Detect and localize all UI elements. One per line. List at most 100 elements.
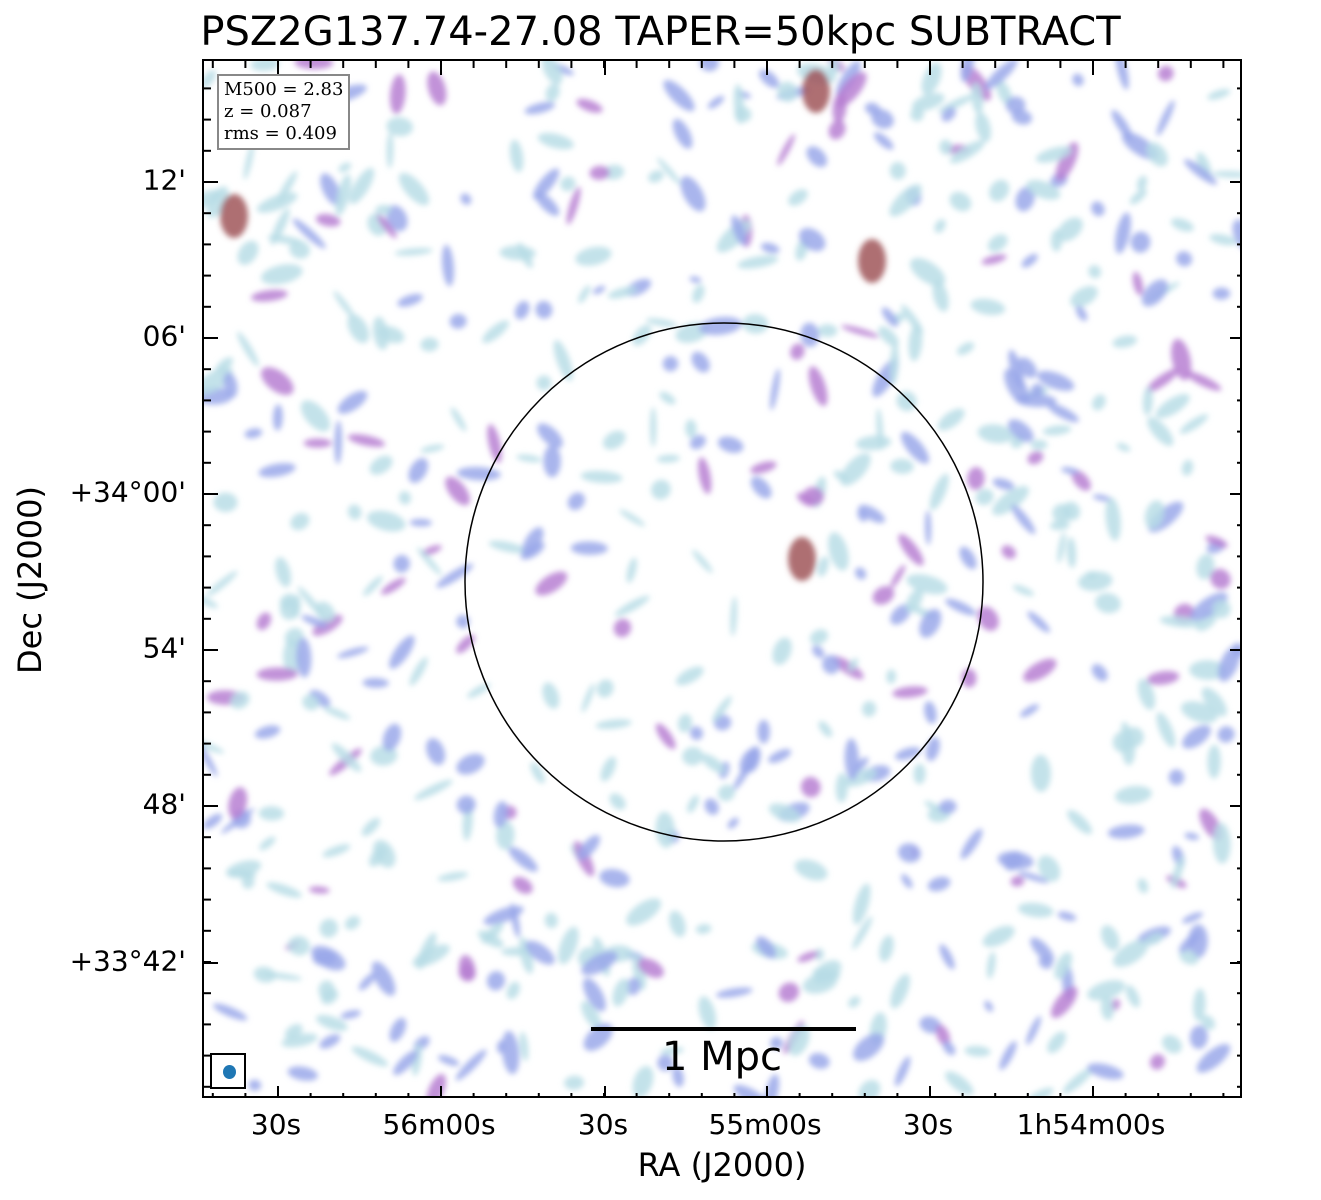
- emission-blob: [977, 606, 999, 631]
- emission-blob: [852, 883, 871, 925]
- emission-blob: [370, 745, 398, 766]
- emission-blob: [937, 94, 975, 113]
- emission-blob: [913, 763, 926, 785]
- emission-blob: [455, 1049, 487, 1081]
- emission-blob: [417, 932, 437, 970]
- emission-blob: [1113, 939, 1149, 967]
- emission-blob: [645, 318, 678, 328]
- emission-blob: [1072, 73, 1084, 87]
- emission-blob: [204, 737, 225, 754]
- emission-blob: [366, 510, 406, 532]
- bright-source: [220, 194, 248, 238]
- emission-blob: [386, 205, 408, 232]
- emission-blob: [1092, 394, 1106, 411]
- emission-blob: [567, 492, 586, 511]
- emission-blob: [742, 313, 769, 334]
- emission-blob: [1187, 924, 1208, 959]
- emission-blob: [1146, 142, 1168, 167]
- emission-blob: [397, 293, 423, 307]
- emission-blob: [1100, 996, 1114, 1021]
- emission-blob: [841, 325, 880, 338]
- emission-blob: [256, 612, 272, 631]
- emission-blob: [456, 466, 501, 481]
- emission-blob: [975, 112, 992, 143]
- emission-blob: [812, 645, 825, 658]
- emission-blob: [1182, 725, 1211, 749]
- emission-blob: [600, 756, 617, 782]
- emission-blob: [1067, 809, 1093, 835]
- emission-blob: [408, 458, 429, 483]
- emission-blob: [657, 1054, 674, 1072]
- emission-blob: [929, 473, 949, 511]
- emission-blob: [580, 470, 623, 484]
- emission-blob: [256, 192, 298, 213]
- emission-blob: [1019, 704, 1040, 718]
- emission-blob: [770, 1036, 783, 1050]
- emission-blob: [287, 1066, 318, 1081]
- emission-blob: [660, 1047, 685, 1055]
- emission-blob: [393, 1050, 418, 1076]
- emission-blob: [675, 666, 704, 686]
- emission-blob: [389, 74, 406, 115]
- emission-blob: [241, 873, 255, 889]
- emission-blob: [1012, 584, 1035, 596]
- emission-blob: [409, 656, 428, 686]
- emission-blob: [1212, 599, 1231, 619]
- emission-blob: [818, 721, 833, 738]
- emission-blob: [937, 408, 965, 431]
- emission-blob: [802, 486, 824, 506]
- emission-blob: [1171, 855, 1185, 889]
- emission-blob: [1030, 937, 1055, 963]
- emission-blob: [338, 162, 352, 173]
- emission-blob: [508, 846, 538, 872]
- emission-blob: [672, 118, 693, 149]
- emission-blob: [656, 454, 681, 463]
- emission-blob: [737, 255, 779, 269]
- emission-blob: [501, 947, 529, 956]
- emission-blob: [970, 298, 1006, 316]
- emission-blob: [1136, 175, 1148, 191]
- emission-blob: [1021, 253, 1038, 268]
- emission-blob: [535, 191, 560, 216]
- emission-blob: [288, 935, 310, 956]
- emission-blob: [949, 191, 972, 212]
- emission-blob: [960, 828, 983, 860]
- emission-blob: [939, 799, 957, 814]
- r500-circle: [464, 322, 984, 842]
- emission-blob: [1017, 871, 1049, 884]
- emission-blob: [879, 935, 894, 962]
- emission-blob: [536, 375, 552, 391]
- emission-blob: [692, 549, 713, 574]
- emission-blob: [254, 725, 281, 739]
- emission-blob: [510, 903, 521, 938]
- emission-blob: [421, 545, 442, 556]
- emission-blob: [1100, 925, 1120, 951]
- emission-blob: [215, 357, 234, 374]
- emission-blob: [204, 69, 216, 89]
- x-tick-label: 30s: [577, 1108, 629, 1141]
- emission-blob: [335, 174, 352, 216]
- emission-blob: [756, 936, 777, 959]
- emission-blob: [1212, 170, 1240, 178]
- emission-blob: [794, 859, 828, 881]
- emission-blob: [1047, 403, 1079, 423]
- emission-blob: [204, 813, 223, 830]
- emission-blob: [927, 876, 951, 892]
- emission-blob: [524, 101, 555, 115]
- emission-blob: [924, 510, 932, 545]
- emission-blob: [806, 146, 828, 168]
- emission-blob: [1091, 201, 1105, 217]
- emission-blob: [632, 324, 652, 346]
- emission-blob: [745, 746, 761, 773]
- emission-blob: [426, 738, 446, 766]
- emission-blob: [296, 637, 312, 678]
- emission-blob: [220, 808, 255, 834]
- emission-blob: [889, 184, 922, 217]
- emission-blob: [445, 476, 470, 506]
- emission-blob: [501, 1030, 520, 1075]
- emission-blob: [1156, 712, 1176, 748]
- y-tick-label: 12': [142, 163, 186, 197]
- emission-blob: [939, 944, 955, 970]
- emission-blob: [420, 444, 445, 453]
- emission-blob: [248, 1079, 262, 1091]
